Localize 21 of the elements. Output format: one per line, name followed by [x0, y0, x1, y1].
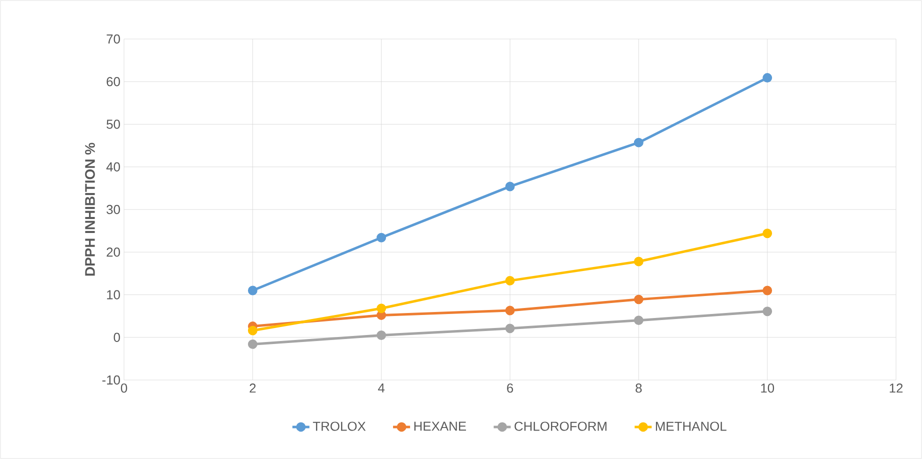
y-tick-label: 20 [106, 248, 120, 257]
x-tick-label: 10 [761, 384, 774, 393]
y-tick-label: 50 [106, 120, 120, 129]
x-tick-label: 2 [250, 384, 256, 393]
legend-label: TROLOX [312, 422, 366, 431]
x-tick-label: 8 [636, 384, 642, 393]
y-tick-label: 0 [114, 332, 120, 342]
y-tick-label: -10 [102, 375, 120, 385]
x-tick-label: 0 [120, 384, 128, 393]
y-tick-label: 40 [106, 162, 120, 172]
x-tick-label: 4 [378, 384, 385, 392]
x-tick-label: 6 [507, 384, 514, 393]
y-axis-title: DPPH INHIBITION % [85, 142, 95, 276]
legend-label: CHLOROFORM [514, 422, 606, 431]
legend-label: HEXANE [414, 422, 466, 431]
y-tick-label: 30 [106, 204, 120, 214]
legend-label: METHANOL [656, 422, 726, 431]
y-tick-label: 60 [106, 77, 120, 86]
x-tick-label: 12 [890, 384, 903, 393]
y-tick-label: 70 [106, 34, 120, 44]
y-tick-label: 10 [107, 290, 120, 300]
